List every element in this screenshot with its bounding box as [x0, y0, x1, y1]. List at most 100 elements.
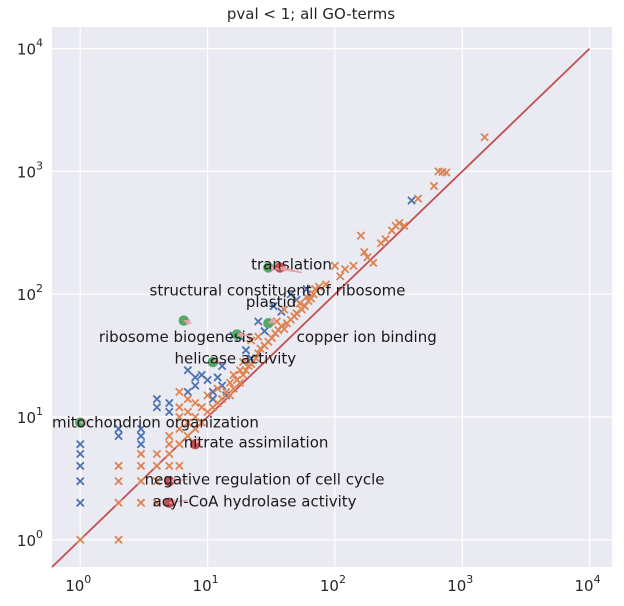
- x-marker-point: [314, 282, 324, 291]
- annotation-arrowhead: [80, 419, 87, 426]
- x-marker-point: [183, 394, 193, 404]
- x-marker-point: [280, 305, 289, 314]
- x-marker-point: [114, 424, 123, 434]
- x-marker-point: [246, 336, 256, 345]
- y-tick-exponent: 1: [36, 405, 43, 418]
- x-marker-point: [183, 407, 193, 417]
- x-marker-point: [183, 387, 193, 397]
- x-marker-point: [360, 247, 369, 257]
- x-tick-label: 101: [193, 573, 219, 595]
- annotations: translation structural constituent of rib…: [52, 255, 437, 510]
- y-tick-label: 101: [17, 405, 43, 427]
- x-marker-point: [175, 412, 184, 422]
- annotation-arrowhead: [183, 319, 191, 326]
- x-marker-point: [225, 391, 235, 400]
- x-marker-point: [152, 476, 162, 486]
- x-tick-label: 102: [320, 573, 346, 595]
- x-marker-point: [309, 289, 318, 299]
- x-marker-point: [302, 284, 311, 294]
- y-tick-exponent: 4: [36, 37, 43, 50]
- x-marker-point: [407, 196, 416, 205]
- x-marker-point: [183, 366, 193, 375]
- x-marker-point: [229, 384, 238, 393]
- x-marker-point: [267, 333, 277, 343]
- x-marker-point: [76, 439, 85, 449]
- x-marker-point: [165, 398, 174, 408]
- x-marker-point: [235, 378, 245, 387]
- x-marker-point: [191, 398, 200, 408]
- x-marker-point: [280, 324, 289, 334]
- x-marker-point: [442, 168, 451, 177]
- x-tick-exponent: 0: [84, 573, 91, 586]
- x-marker-point: [217, 381, 227, 390]
- x-marker-point: [191, 381, 200, 390]
- x-marker-point: [429, 181, 439, 191]
- y-tick-mantissa: 10: [17, 163, 36, 181]
- x-marker-point: [76, 449, 85, 459]
- x-marker-point: [310, 284, 320, 294]
- annotation-label: plastid: [246, 293, 296, 311]
- x-tick-label: 103: [447, 573, 473, 595]
- x-marker-point: [254, 317, 263, 326]
- x-marker-point: [381, 235, 390, 244]
- x-marker-point: [203, 375, 212, 385]
- y-tick-mantissa: 10: [17, 532, 36, 550]
- y-tick-label: 100: [17, 528, 43, 550]
- x-marker-point: [191, 373, 200, 382]
- x-marker-point: [136, 431, 146, 441]
- x-tick-mantissa: 10: [320, 577, 339, 595]
- annotation-arrowhead: [236, 331, 244, 339]
- x-marker-point: [76, 535, 85, 544]
- y-tick-label: 102: [17, 282, 43, 304]
- x-marker-point: [152, 449, 162, 459]
- x-marker-point: [251, 354, 261, 363]
- x-marker-point: [292, 308, 301, 318]
- annotation-label: ribosome biogenesis: [99, 328, 254, 346]
- x-marker-point: [203, 391, 212, 400]
- y-tick-mantissa: 10: [17, 409, 36, 427]
- annotation-label: copper ion binding: [297, 328, 437, 346]
- x-marker-point: [225, 378, 235, 387]
- x-marker-point: [114, 431, 123, 441]
- y-tick-exponent: 0: [36, 528, 43, 541]
- annotation-label: mitochondrion organization: [52, 414, 259, 432]
- x-marker-point: [254, 332, 263, 342]
- x-marker-point: [136, 461, 146, 471]
- x-marker-point: [217, 394, 227, 404]
- x-marker-point: [76, 476, 85, 486]
- x-marker-point: [300, 301, 310, 311]
- x-marker-point: [340, 264, 350, 274]
- y-tick-mantissa: 10: [17, 286, 36, 304]
- x-marker-point: [335, 272, 345, 281]
- annotation-arrowhead: [279, 265, 287, 272]
- x-marker-point: [356, 231, 366, 240]
- x-marker-point: [175, 461, 184, 471]
- x-marker-point: [330, 261, 340, 271]
- x-marker-point: [269, 301, 278, 311]
- x-marker-point: [272, 317, 282, 326]
- x-axis-ticks: 100 101 102 103 104: [65, 573, 600, 595]
- x-marker-point: [152, 461, 162, 471]
- x-marker-point: [217, 361, 227, 371]
- x-tick-exponent: 2: [339, 573, 346, 586]
- x-marker-point: [114, 535, 123, 544]
- x-marker-point: [197, 418, 206, 427]
- x-marker-point: [175, 439, 184, 449]
- y-tick-exponent: 2: [36, 282, 43, 295]
- x-marker-point: [175, 403, 184, 412]
- annotation-arrowhead: [268, 317, 276, 324]
- x-marker-point: [114, 461, 123, 471]
- annotation-arrowhead: [268, 265, 275, 272]
- x-marker-point: [213, 384, 222, 393]
- x-marker-point: [76, 498, 85, 508]
- x-marker-point: [136, 476, 146, 486]
- x-marker-point: [394, 218, 404, 228]
- x-marker-point: [114, 476, 123, 486]
- x-marker-point: [399, 221, 409, 231]
- annotation-label: helicase activity: [175, 349, 297, 367]
- x-marker-point: [175, 424, 184, 434]
- x-marker-point: [165, 449, 174, 459]
- x-marker-point: [165, 407, 174, 417]
